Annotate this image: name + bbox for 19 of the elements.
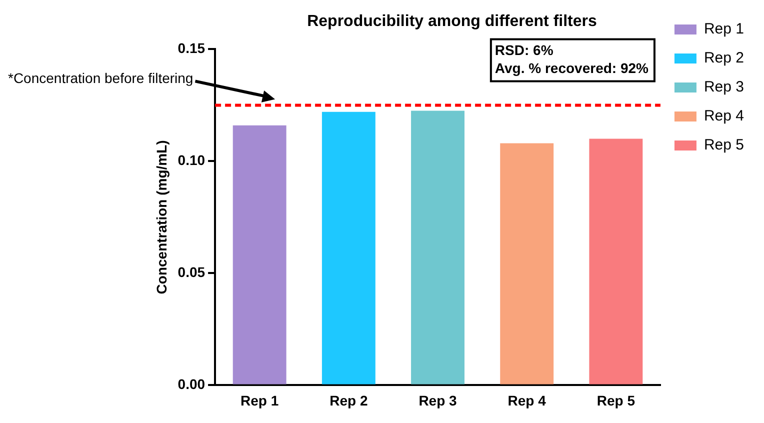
y-tick-label: 0.10: [178, 152, 206, 168]
x-tick-label: Rep 2: [330, 392, 368, 408]
x-tick-label: Rep 1: [240, 392, 279, 408]
legend-label: Rep 1: [704, 20, 744, 38]
y-tick-label: 0.00: [178, 376, 206, 392]
annotation: Avg. % recovered: 92%: [494, 60, 650, 76]
y-tick-label: 0.15: [178, 40, 206, 56]
y-tick-label: 0.05: [178, 264, 206, 280]
y-axis-title: Concentration (mg/mL): [153, 140, 170, 294]
x-tick-label: Rep 5: [596, 392, 636, 408]
chart-title: Reproducibility among different filters: [307, 13, 597, 30]
legend-label: Rep 5: [704, 136, 744, 154]
legend-label: Rep 2: [704, 50, 744, 67]
x-tick-label: Rep 3: [418, 392, 458, 408]
x-tick-label: Rep 4: [508, 392, 546, 408]
legend-label: Rep 4: [704, 108, 744, 125]
annotation: RSD: 6%: [494, 42, 554, 58]
legend-label: Rep 3: [704, 78, 744, 96]
ref-line-label: *Concentration before filtering: [8, 70, 194, 86]
